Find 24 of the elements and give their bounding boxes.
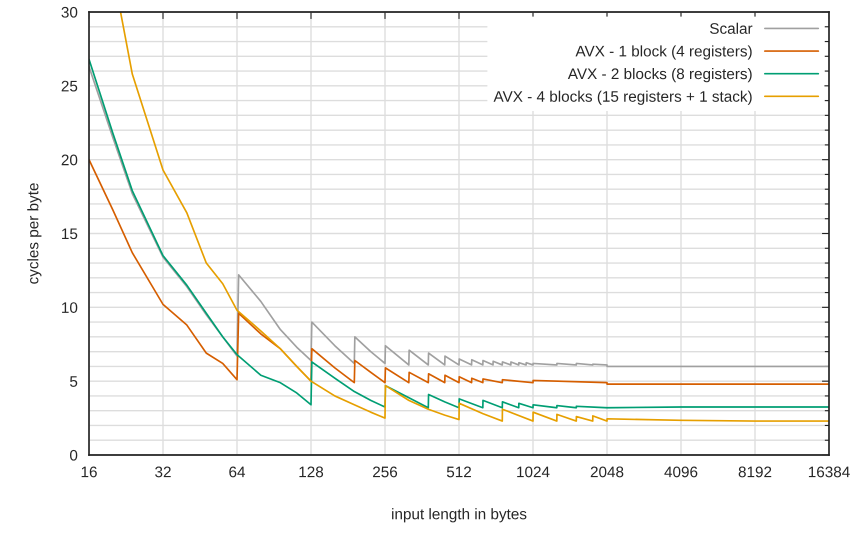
x-tick-label: 32 bbox=[155, 466, 171, 478]
x-tick-label: 16 bbox=[82, 466, 97, 478]
x-tick-label: 64 bbox=[229, 466, 246, 478]
y-axis-title: cycles per byte bbox=[27, 183, 42, 284]
legend-label: AVX - 2 blocks (8 registers) bbox=[568, 68, 752, 82]
y-tick-label: 0 bbox=[70, 450, 78, 461]
legend-label: AVX - 4 blocks (15 registers + 1 stack) bbox=[494, 90, 752, 105]
x-tick-label: 128 bbox=[299, 466, 324, 478]
x-tick-label: 4096 bbox=[664, 466, 698, 478]
y-tick-label: 10 bbox=[62, 302, 78, 314]
x-tick-label: 16384 bbox=[808, 466, 850, 478]
y-tick-label: 5 bbox=[70, 376, 78, 387]
x-tick-label: 2048 bbox=[590, 466, 624, 478]
y-tick-label: 30 bbox=[61, 6, 78, 18]
y-tick-label: 15 bbox=[62, 228, 78, 240]
y-tick-label: 25 bbox=[62, 80, 78, 92]
x-tick-label: 8192 bbox=[738, 466, 772, 478]
legend-label: AVX - 1 block (4 registers) bbox=[575, 45, 752, 60]
x-tick-label: 256 bbox=[373, 466, 398, 478]
x-tick-label: 1024 bbox=[517, 466, 550, 478]
x-tick-label: 512 bbox=[446, 466, 471, 478]
x-axis-title: input length in bytes bbox=[392, 508, 526, 522]
legend-label: Scalar bbox=[710, 22, 752, 34]
y-tick-label: 20 bbox=[62, 154, 78, 166]
